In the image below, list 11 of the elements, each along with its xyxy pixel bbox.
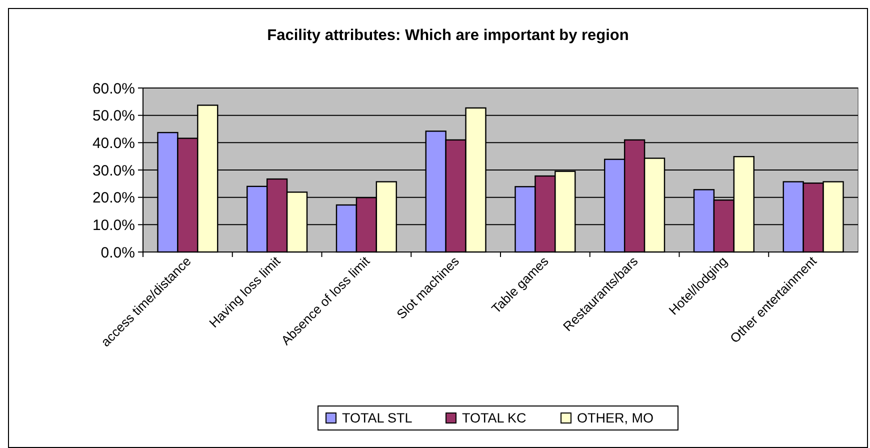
y-tick-label: 20.0% (92, 190, 135, 207)
legend-label: OTHER, MO (577, 410, 654, 426)
y-tick-label: 60.0% (92, 80, 135, 98)
y-tick-label: 0.0% (100, 244, 135, 262)
y-tick-label: 10.0% (92, 216, 135, 234)
legend-label: TOTAL STL (342, 410, 413, 426)
legend-label: TOTAL KC (462, 410, 527, 426)
chart-title: Facility attributes: Which are important by region (267, 27, 629, 44)
y-tick-label: 30.0% (92, 162, 135, 180)
y-tick-label: 50.0% (92, 108, 135, 125)
y-tick-label: 40.0% (92, 134, 135, 152)
